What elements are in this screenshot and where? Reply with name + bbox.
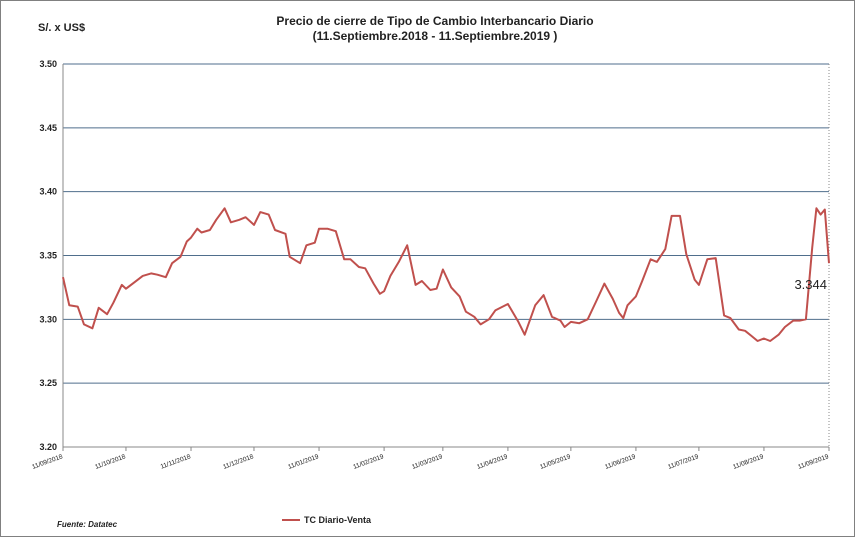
legend: TC Diario-Venta [282,515,371,525]
chart-title: Precio de cierre de Tipo de Cambio Inter… [200,14,670,44]
series-line [62,207,830,342]
x-tick-label: 11/05/2019 [539,453,572,471]
y-tick-label: 3.45 [39,123,57,133]
x-tick-label: 11/03/2019 [411,453,444,471]
series-group [62,207,830,342]
y-tick-label: 3.40 [39,187,57,197]
x-axis: 11/09/2018 11/10/2018 11/11/2018 11/12/2018… [31,446,830,471]
x-tick-label: 11/11/2018 [160,453,192,471]
y-axis-unit-label: S/. x US$ [38,22,86,34]
x-tick-label: 11/01/2019 [287,453,320,471]
legend-label: TC Diario-Venta [304,515,372,525]
x-tick-label: 11/08/2019 [732,453,765,471]
x-tick-label: 11/07/2019 [667,453,700,471]
x-tick-label: 11/12/2018 [222,453,255,471]
chart-title-line1: Precio de cierre de Tipo de Cambio Inter… [276,14,594,28]
chart-title-line2: (11.Septiembre.2018 - 11.Septiembre.2019… [312,29,558,43]
x-tick-label: 11/10/2018 [94,453,127,471]
source-note: Fuente: Datatec [57,520,118,529]
x-tick-label: 11/09/2018 [31,453,64,471]
y-tick-label: 3.30 [39,314,57,324]
y-tick-label: 3.20 [39,442,57,452]
y-tick-label: 3.50 [39,59,57,69]
annotations: 3.344 [794,277,827,292]
x-tick-label: 11/04/2019 [476,453,509,471]
x-tick-label: 11/02/2019 [352,453,385,471]
y-tick-label: 3.25 [39,378,57,388]
y-axis: 3.20 3.25 3.30 3.35 3.40 3.45 3.50 [39,59,64,452]
x-tick-label: 11/09/2019 [797,453,830,471]
last-value-label: 3.344 [794,277,827,292]
legend-swatch [282,519,300,521]
y-tick-label: 3.35 [39,251,57,261]
x-tick-label: 11/06/2019 [604,453,637,471]
gridlines [63,63,830,447]
